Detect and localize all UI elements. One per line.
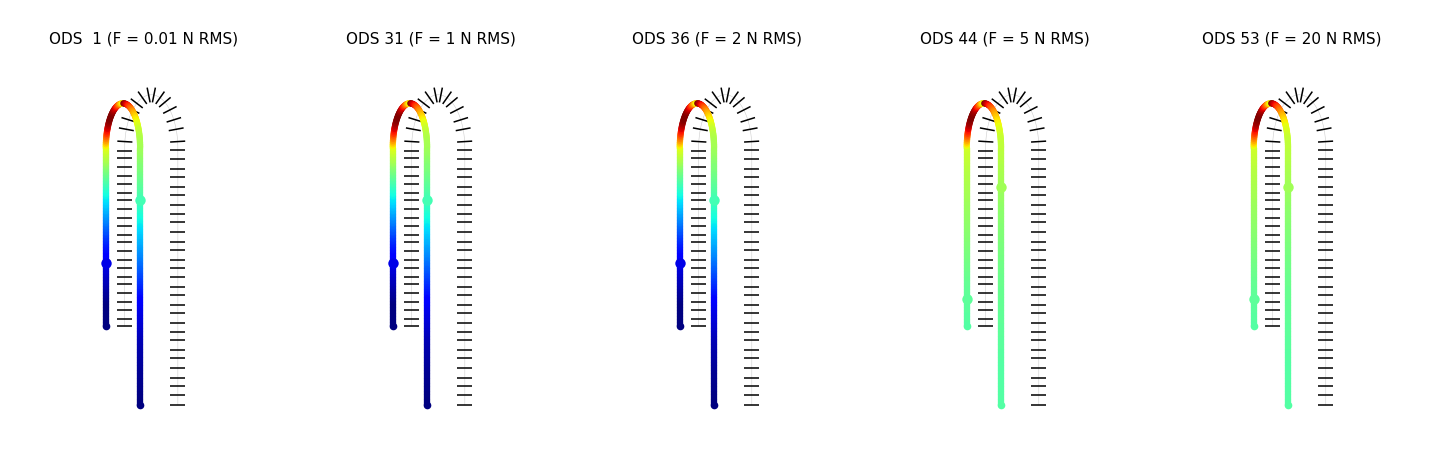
Title: ODS 44 (F = 5 N RMS): ODS 44 (F = 5 N RMS) (920, 31, 1089, 46)
Title: ODS 31 (F = 1 N RMS): ODS 31 (F = 1 N RMS) (346, 31, 515, 46)
Title: ODS 36 (F = 2 N RMS): ODS 36 (F = 2 N RMS) (633, 31, 802, 46)
Title: ODS 53 (F = 20 N RMS): ODS 53 (F = 20 N RMS) (1201, 31, 1382, 46)
Title: ODS  1 (F = 0.01 N RMS): ODS 1 (F = 0.01 N RMS) (49, 31, 238, 46)
